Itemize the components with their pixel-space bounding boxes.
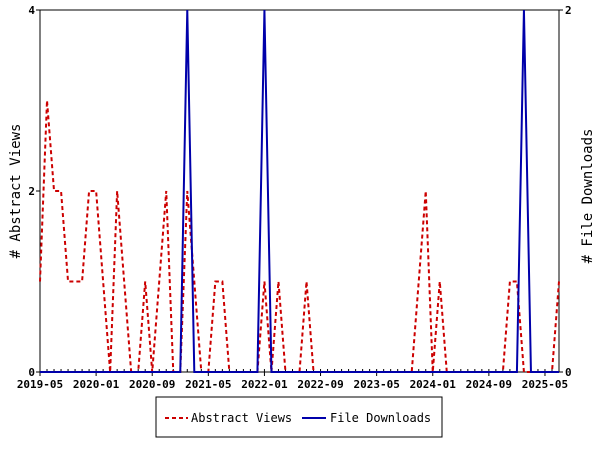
legend-label-file-downloads: File Downloads — [330, 411, 431, 425]
plot-frame — [39, 9, 560, 373]
x-tick-label: 2022-09 — [297, 378, 343, 391]
y-left-tick-label: 0 — [28, 366, 35, 379]
series-line-abstract-views — [39, 100, 560, 373]
x-tick-label: 2021-05 — [185, 378, 231, 391]
x-tick-label: 2025-05 — [522, 378, 568, 391]
y-axis-left-title: # Abstract Views — [8, 124, 24, 259]
legend-box — [155, 396, 443, 438]
series-line-file-downloads — [40, 9, 559, 373]
y-left-tick-label: 2 — [28, 185, 35, 198]
y-left-tick-label: 4 — [28, 4, 35, 17]
x-tick-label: 2023-05 — [353, 378, 399, 391]
y-axis-right-title: # File Downloads — [580, 129, 596, 264]
x-tick-label: 2020-01 — [73, 378, 120, 391]
x-tick-label: 2019-05 — [17, 378, 63, 391]
legend-label-abstract-views: Abstract Views — [191, 411, 292, 425]
x-tick-label: 2022-01 — [241, 378, 288, 391]
x-tick-label: 2024-09 — [466, 378, 512, 391]
x-tick-label: 2024-01 — [410, 378, 457, 391]
y-right-tick-label: 2 — [565, 4, 572, 17]
legend: Abstract Views File Downloads — [155, 396, 443, 438]
y-right-tick-label: 0 — [565, 366, 572, 379]
x-tick-label: 2020-09 — [129, 378, 175, 391]
